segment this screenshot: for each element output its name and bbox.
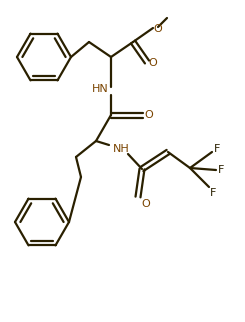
Text: F: F [214, 144, 220, 154]
Text: O: O [149, 58, 157, 68]
Text: F: F [218, 165, 224, 175]
Text: NH: NH [113, 144, 129, 154]
Text: HN: HN [92, 84, 108, 94]
Text: O: O [142, 199, 150, 209]
Text: O: O [145, 110, 153, 120]
Text: O: O [154, 24, 162, 34]
Text: F: F [210, 188, 216, 198]
